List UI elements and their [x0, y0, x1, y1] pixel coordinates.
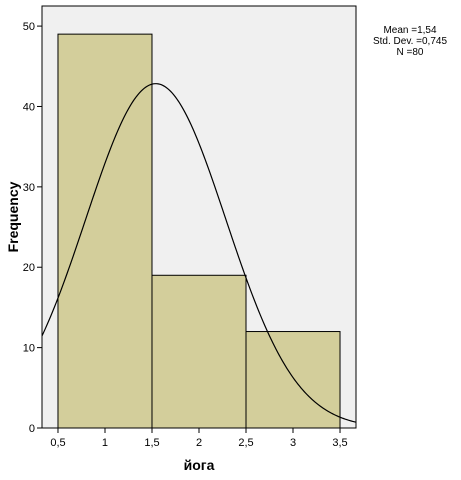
x-tick-label: 2 [196, 437, 202, 449]
y-tick-label: 20 [23, 262, 35, 274]
stats-box: Mean =1,54 Std. Dev. =0,745 N =80 [360, 25, 460, 58]
y-tick-label: 30 [23, 182, 35, 194]
x-tick-label: 3,5 [332, 437, 347, 449]
x-tick-label: 1 [102, 437, 108, 449]
histogram-bar-2 [151, 274, 247, 429]
x-tick-label: 3 [290, 437, 296, 449]
std-dev-stat: Std. Dev. =0,745 [372, 36, 448, 47]
y-tick-label: 10 [23, 343, 35, 355]
mean-stat: Mean =1,54 [383, 25, 437, 36]
y-tick-label: 40 [23, 101, 35, 113]
x-tick-label: 1,5 [144, 437, 159, 449]
y-tick-label: 50 [23, 21, 35, 33]
x-axis-title: йога [184, 457, 215, 473]
axes-group: 0,5 1 1,5 2 2,5 3 3,5 0 10 20 30 40 50 [23, 21, 348, 449]
histogram-bar-1 [57, 33, 153, 429]
y-tick-label: 0 [29, 423, 35, 435]
x-tick-label: 0,5 [50, 437, 65, 449]
histogram-bar-3 [245, 331, 341, 429]
n-stat: N =80 [396, 47, 424, 58]
bars-group [57, 33, 341, 429]
normal-curve [41, 83, 357, 423]
x-tick-label: 2,5 [238, 437, 253, 449]
y-axis-title: Frequency [5, 181, 21, 252]
